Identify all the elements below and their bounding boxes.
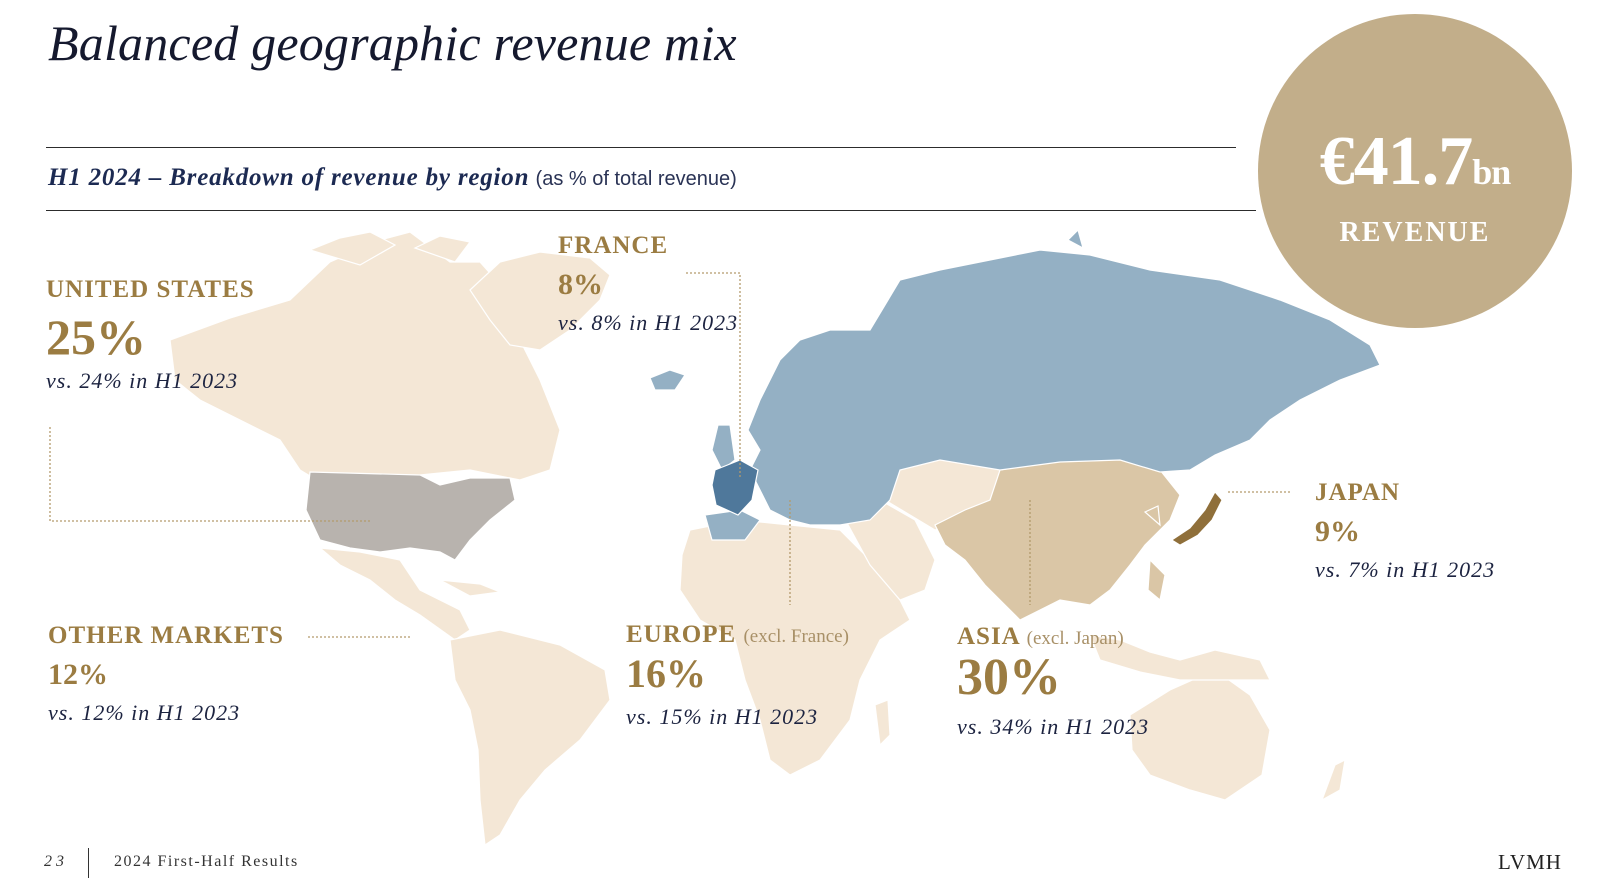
europe-name: EUROPE (excl. France) [626, 621, 849, 648]
united-states-area [305, 471, 516, 561]
revenue-label: REVENUE [1339, 217, 1491, 248]
leader-lines [49, 272, 1290, 638]
subtitle-main: H1 2024 – Breakdown of revenue by region [48, 164, 530, 191]
other-markets-area [169, 231, 1346, 847]
japan-name: JAPAN [1315, 479, 1401, 506]
asia-pct: 30% [957, 649, 1061, 706]
top-rule [46, 147, 1236, 148]
bottom-rule [46, 210, 1256, 211]
france-cmp: vs. 8% in H1 2023 [558, 310, 739, 335]
japan-pct: 9% [1315, 515, 1360, 548]
asia-name: ASIA (excl. Japan) [957, 623, 1124, 650]
japan-cmp: vs. 7% in H1 2023 [1315, 557, 1496, 582]
subtitle-note: (as % of total revenue) [535, 168, 737, 190]
footer-title: 2024 First-Half Results [114, 853, 299, 870]
footer-divider [88, 848, 89, 878]
other-cmp: vs. 12% in H1 2023 [48, 700, 241, 725]
europe-sub: (excl. France) [743, 626, 849, 647]
revenue-value: €41.7bn [1319, 123, 1512, 200]
revenue-unit: bn [1472, 152, 1511, 192]
us-cmp: vs. 24% in H1 2023 [46, 368, 239, 393]
page-number: 23 [44, 853, 68, 870]
asia-area [934, 457, 1181, 621]
asia-cmp: vs. 34% in H1 2023 [957, 714, 1150, 739]
revenue-badge: €41.7bn REVENUE [1258, 14, 1572, 328]
other-pct: 12% [48, 658, 108, 691]
other-name: OTHER MARKETS [48, 622, 284, 649]
us-pct: 25% [46, 309, 146, 365]
us-name: UNITED STATES [46, 276, 255, 303]
brand-logo: LVMH [1498, 850, 1562, 874]
france-pct: 8% [558, 268, 603, 301]
asia-sub: (excl. Japan) [1026, 628, 1124, 649]
france-name: FRANCE [558, 232, 669, 259]
france-area [711, 459, 759, 516]
europe-area [649, 228, 1381, 541]
japan-area [1171, 491, 1223, 546]
chart-subtitle: H1 2024 – Breakdown of revenue by region… [48, 164, 737, 192]
europe-pct: 16% [626, 651, 706, 696]
page-title: Balanced geographic revenue mix [48, 15, 737, 71]
europe-cmp: vs. 15% in H1 2023 [626, 704, 819, 729]
